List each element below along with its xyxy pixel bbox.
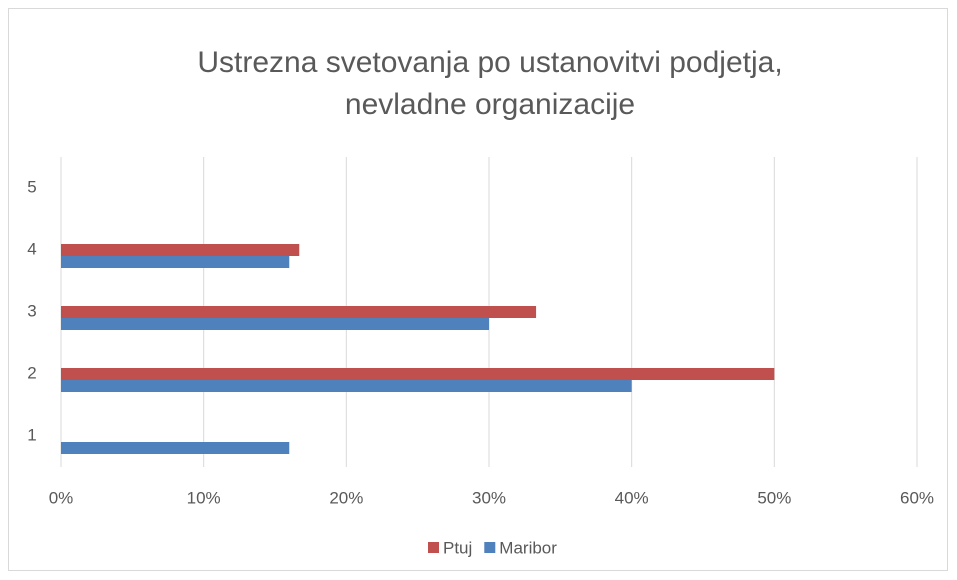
- x-tick-label: 0%: [49, 488, 74, 507]
- x-tick-label: 40%: [615, 488, 649, 507]
- chart-title: Ustrezna svetovanja po ustanovitvi podje…: [197, 46, 782, 79]
- legend-label: Maribor: [499, 538, 557, 557]
- bar: [61, 256, 290, 268]
- bar: [61, 442, 290, 454]
- x-tick-label: 50%: [757, 488, 791, 507]
- x-tick-label: 20%: [329, 488, 363, 507]
- bar: [61, 306, 537, 318]
- y-tick-label: 2: [27, 363, 36, 382]
- bar: [61, 380, 632, 392]
- y-tick-label: 1: [27, 425, 36, 444]
- x-tick-label: 10%: [187, 488, 221, 507]
- legend-swatch: [428, 542, 439, 553]
- y-tick-label: 3: [27, 301, 36, 320]
- x-tick-label: 60%: [900, 488, 934, 507]
- legend-label: Ptuj: [443, 538, 472, 557]
- bar: [61, 368, 775, 380]
- bar: [61, 244, 300, 256]
- legend-swatch: [484, 542, 496, 553]
- bar: [61, 318, 489, 330]
- chart-title: nevladne organizacije: [345, 88, 635, 121]
- x-tick-label: 30%: [472, 488, 506, 507]
- y-tick-label: 5: [27, 177, 36, 196]
- y-tick-label: 4: [27, 239, 36, 258]
- chart-border: [8, 8, 948, 571]
